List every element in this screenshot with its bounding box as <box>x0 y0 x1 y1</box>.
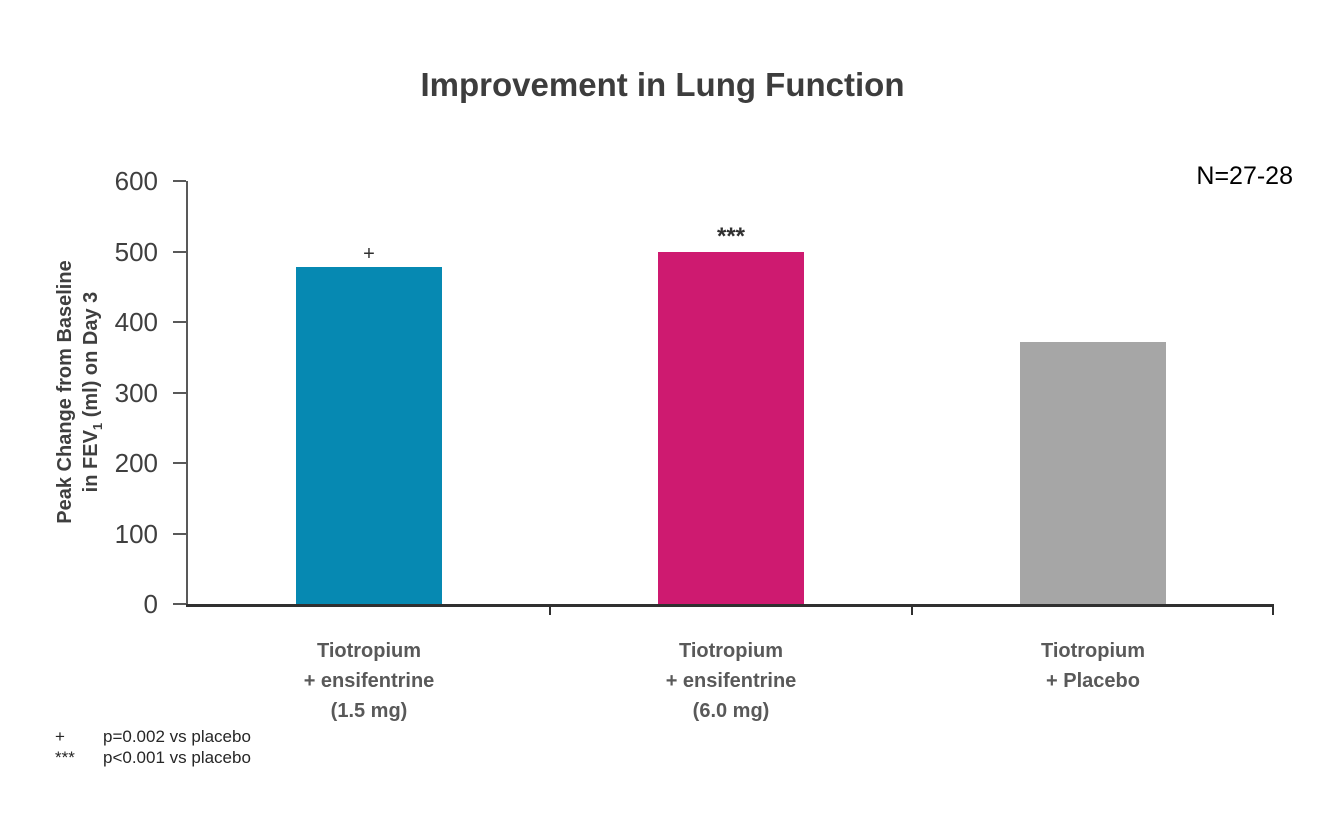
x-axis-category-label: Tiotropium + Placebo <box>1040 640 1146 692</box>
y-tick-label: 600 <box>114 166 158 196</box>
footnotes: + p=0.002 vs placebo *** p<0.001 vs placebo <box>55 726 251 768</box>
y-tick <box>173 532 186 535</box>
x-axis-labels: Tiotropium + ensifentrine (1.5 mg) Tiotro… <box>188 636 1274 736</box>
y-tick-label: 500 <box>114 236 158 267</box>
significance-marker-2: *** <box>716 222 746 250</box>
x-axis-category-label: Tiotropium + ensifentrine (1.5 mg) <box>303 640 435 722</box>
y-tick <box>173 391 186 394</box>
x-axis-category-label: Tiotropium + ensifentrine (6.0 mg) <box>665 640 797 722</box>
y-tick <box>173 462 186 465</box>
footnote-text: p=0.002 vs placebo <box>103 727 251 746</box>
x-tick <box>1272 604 1274 615</box>
y-tick-label: 300 <box>114 377 158 408</box>
bar-3 <box>1020 341 1166 604</box>
y-tick <box>173 603 186 605</box>
footnote-row: + p=0.002 vs placebo <box>55 726 251 747</box>
bar-1 <box>295 267 442 604</box>
y-tick <box>173 250 186 253</box>
x-axis-line <box>186 604 1274 607</box>
y-tick <box>173 180 186 182</box>
footnote-symbol: + <box>55 727 65 746</box>
x-tick <box>910 604 913 615</box>
y-tick-label: 400 <box>114 307 158 338</box>
bar-2 <box>658 251 804 604</box>
plot-area: 600 500 400 300 200 100 0 + *** <box>115 168 1274 617</box>
fev-subscript: 1 <box>90 422 105 431</box>
x-tick <box>548 604 551 615</box>
y-tick-label: 200 <box>114 448 158 479</box>
y-axis-line <box>186 181 188 604</box>
y-tick <box>173 321 186 324</box>
significance-marker-1: + <box>363 243 375 266</box>
sample-size-label: N=27-28 <box>1196 162 1293 190</box>
footnote-symbol: *** <box>55 748 75 767</box>
footnote-row: *** p<0.001 vs placebo <box>55 747 251 768</box>
y-tick-label: 0 <box>143 589 158 619</box>
footnote-text: p<0.001 vs placebo <box>103 748 251 767</box>
y-tick-label: 100 <box>114 518 158 549</box>
chart-title: Improvement in Lung Function <box>420 66 905 103</box>
